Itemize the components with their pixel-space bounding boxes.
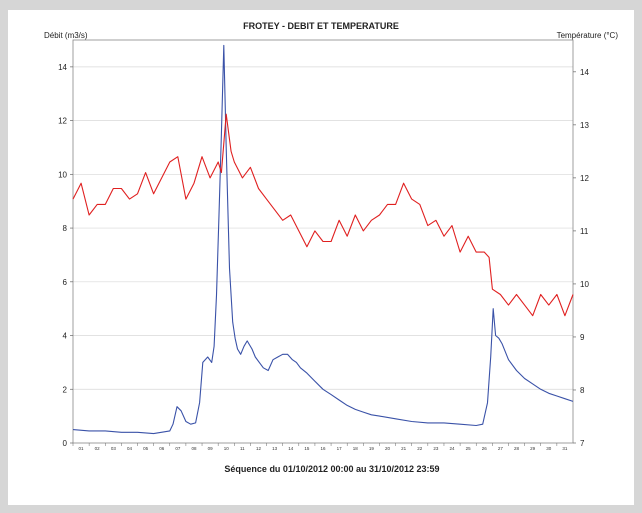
right-tick-label-7: 14	[580, 68, 589, 77]
x-tick-label-8: 09	[208, 446, 214, 451]
x-tick-label-14: 15	[304, 446, 310, 451]
flow-temperature-chart: FROTEY - DEBIT ET TEMPERATURE Débit (m3/…	[44, 21, 619, 474]
chart-panel: FROTEY - DEBIT ET TEMPERATURE Débit (m3/…	[8, 10, 634, 505]
x-tick-label-27: 28	[514, 446, 520, 451]
x-tick-label-19: 20	[385, 446, 391, 451]
chart-title: FROTEY - DEBIT ET TEMPERATURE	[243, 21, 399, 31]
x-tick-label-5: 06	[159, 446, 165, 451]
right-axis-ticks: 7 8 9 10 11 12 13 14	[573, 68, 589, 448]
x-tick-label-22: 23	[433, 446, 439, 451]
x-tick-label-12: 13	[272, 446, 278, 451]
x-tick-label-7: 08	[191, 446, 197, 451]
x-tick-label-23: 24	[450, 446, 456, 451]
x-tick-label-2: 03	[111, 446, 117, 451]
right-axis-title: Température (°C)	[557, 31, 619, 40]
left-tick-label-2: 4	[63, 332, 68, 341]
left-tick-label-0: 0	[63, 439, 68, 448]
right-tick-label-1: 8	[580, 386, 585, 395]
x-tick-label-16: 17	[337, 446, 343, 451]
x-tick-label-6: 07	[175, 446, 181, 451]
left-axis-ticks: 0 2 4 6 8 10 12 14	[58, 63, 73, 448]
temperature-series-line	[72, 113, 574, 317]
gridlines	[73, 66, 573, 390]
left-axis-title: Débit (m3/s)	[44, 31, 88, 40]
x-tick-label-4: 05	[143, 446, 149, 451]
x-tick-label-0: 01	[79, 446, 85, 451]
x-tick-label-24: 25	[466, 446, 472, 451]
right-tick-label-5: 12	[580, 174, 589, 183]
plot-area	[72, 39, 574, 444]
right-tick-label-0: 7	[580, 439, 585, 448]
left-tick-label-5: 10	[58, 170, 67, 179]
right-tick-label-6: 13	[580, 121, 589, 130]
x-tick-label-17: 18	[353, 446, 359, 451]
right-tick-label-2: 9	[580, 333, 585, 342]
right-tick-label-3: 10	[580, 280, 589, 289]
x-tick-label-20: 21	[401, 446, 407, 451]
x-tick-label-10: 11	[240, 446, 245, 451]
series-layer	[72, 44, 574, 435]
x-tick-label-18: 19	[369, 446, 375, 451]
left-tick-label-4: 8	[63, 224, 68, 233]
x-tick-label-9: 10	[224, 446, 230, 451]
x-tick-label-13: 14	[288, 446, 294, 451]
x-tick-label-3: 04	[127, 446, 133, 451]
x-tick-label-1: 02	[95, 446, 101, 451]
left-tick-label-3: 6	[63, 278, 68, 287]
left-tick-label-1: 2	[63, 385, 68, 394]
x-tick-label-15: 16	[320, 446, 326, 451]
flow-series-line	[72, 44, 574, 435]
x-tick-label-11: 12	[256, 446, 262, 451]
x-tick-label-29: 30	[546, 446, 552, 451]
x-axis-ticks: 01 02 03 04 05 06 07 08 09 10 11 12 13 14 15 16 17 18 19 20…	[72, 443, 568, 451]
x-tick-label-25: 26	[482, 446, 488, 451]
x-tick-label-26: 27	[498, 446, 504, 451]
x-tick-label-30: 31	[562, 446, 568, 451]
x-tick-label-28: 29	[530, 446, 536, 451]
left-tick-label-7: 14	[58, 63, 67, 72]
x-tick-label-21: 22	[417, 446, 423, 451]
right-tick-label-4: 11	[580, 227, 589, 236]
left-tick-label-6: 12	[58, 117, 67, 126]
date-range-footer: Séquence du 01/10/2012 00:00 au 31/10/20…	[224, 464, 439, 474]
